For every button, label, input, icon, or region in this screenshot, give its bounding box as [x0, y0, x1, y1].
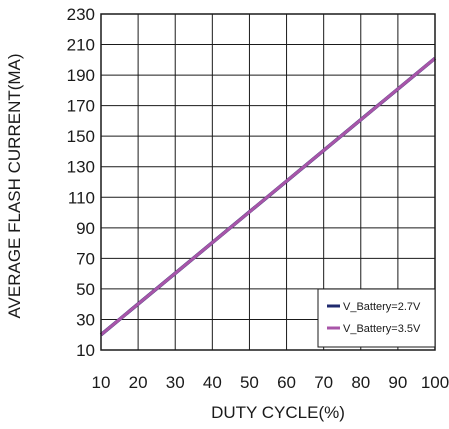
- legend-label-2: V_Battery=3.5V: [343, 323, 421, 335]
- x-tick-label: 70: [314, 373, 333, 392]
- y-tick-label: 50: [76, 280, 95, 299]
- x-tick-label: 10: [92, 373, 111, 392]
- legend: V_Battery=2.7V V_Battery=3.5V: [317, 288, 436, 348]
- y-tick-label: 70: [76, 249, 95, 268]
- x-tick-label: 50: [240, 373, 259, 392]
- y-tick-labels: 10 30 50 70 90 110 130 150 170 190 210 230: [67, 5, 95, 360]
- plot-frame: [100, 13, 436, 351]
- x-tick-labels: 10 20 30 40 50 60 70 80 90 100: [92, 373, 449, 392]
- y-tick-label: 30: [76, 310, 95, 329]
- x-axis-title: DUTY CYCLE(%): [211, 403, 345, 422]
- y-tick-label: 190: [67, 66, 95, 85]
- y-tick-label: 170: [67, 97, 95, 116]
- x-tick-label: 20: [129, 373, 148, 392]
- y-axis-title: AVERAGE FLASH CURRENT(MA): [5, 53, 24, 318]
- y-tick-label: 10: [76, 341, 95, 360]
- y-tick-label: 230: [67, 5, 95, 24]
- x-tick-label: 30: [166, 373, 185, 392]
- x-tick-label: 80: [351, 373, 370, 392]
- series-line-2: [100, 57, 436, 336]
- y-tick-label: 130: [67, 158, 95, 177]
- x-tick-label: 40: [203, 373, 222, 392]
- y-tick-label: 90: [76, 219, 95, 238]
- x-tick-label: 90: [388, 373, 407, 392]
- x-tick-label: 60: [277, 373, 296, 392]
- legend-label-1: V_Battery=2.7V: [343, 301, 421, 313]
- legend-box: [317, 288, 436, 348]
- x-tick-label: 100: [421, 373, 449, 392]
- y-tick-label: 210: [67, 36, 95, 55]
- series-lines: [99, 56, 437, 337]
- y-tick-label: 110: [68, 188, 95, 207]
- y-tick-label: 150: [67, 127, 95, 146]
